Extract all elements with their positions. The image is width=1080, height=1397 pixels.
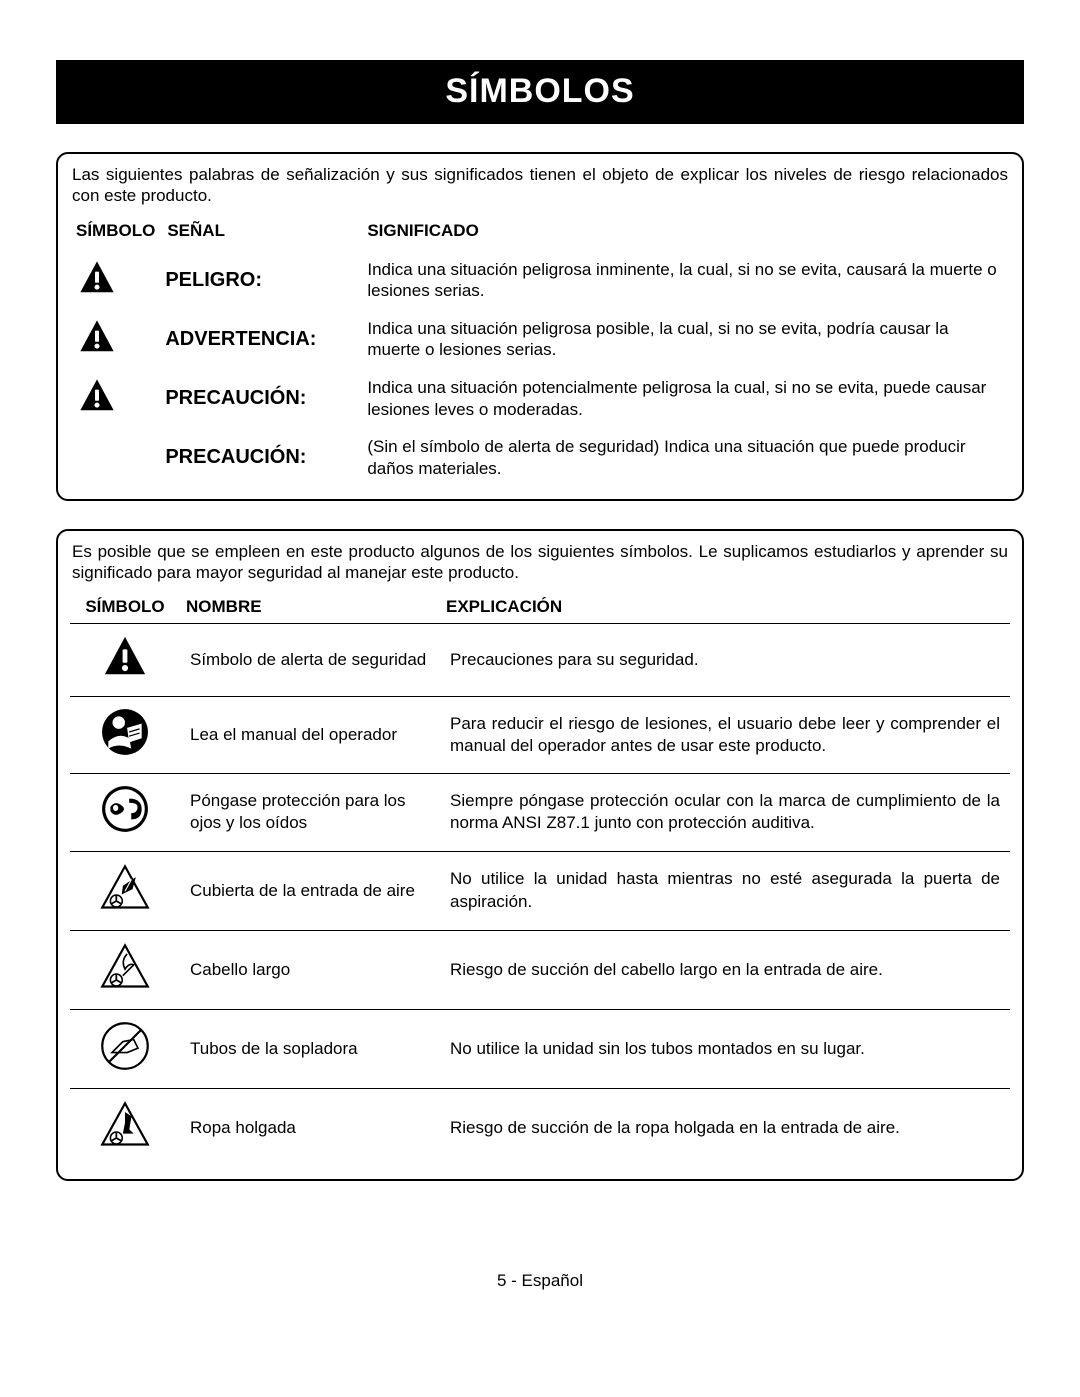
symbol-name: Ropa holgada [180,1088,440,1167]
safety-alert-icon [99,665,151,684]
signal-meaning: (Sin el símbolo de alerta de seguridad) … [361,428,1010,487]
signal-row-peligro: PELIGRO: Indica una situación peligrosa … [70,251,1010,310]
loose-clothing-icon [97,1136,153,1155]
signal-meaning: Indica una situación peligrosa posible, … [361,310,1010,369]
symbol-name: Cabello largo [180,930,440,1009]
symbol-row: Símbolo de alerta de seguridad Precaucio… [70,624,1010,697]
symbol-explanation: No utilice la unidad hasta mientras no e… [440,851,1010,930]
panel-signal-words: Las siguientes palabras de señalización … [56,152,1024,501]
symbol-row: Ropa holgada Riesgo de succión de la rop… [70,1088,1010,1167]
eye-ear-protection-icon [100,819,150,838]
long-hair-icon [97,978,153,997]
symbol-explanation: Riesgo de succión de la ropa holgada en … [440,1088,1010,1167]
header-meaning: SIGNIFICADO [361,217,1010,251]
symbol-name: Tubos de la sopladora [180,1009,440,1088]
inlet-cover-icon [97,899,153,918]
page-banner: SÍMBOLOS [56,60,1024,124]
signal-label: PELIGRO: [161,251,361,310]
header-signal: SEÑAL [161,217,361,251]
signal-label: ADVERTENCIA: [161,310,361,369]
header-symbol: SÍMBOLO [70,217,161,251]
header-explanation: EXPLICACIÓN [440,593,1010,624]
symbol-row: Cubierta de la entrada de aire No utilic… [70,851,1010,930]
signal-meaning: Indica una situación potencialmente peli… [361,369,1010,428]
symbol-row: Cabello largo Riesgo de succión del cabe… [70,930,1010,1009]
symbol-table: SÍMBOLO NOMBRE EXPLICACIÓN Símbolo de al… [70,593,1010,1167]
symbol-name: Lea el manual del operador [180,697,440,774]
blower-tubes-icon [99,1057,151,1076]
signal-meaning: Indica una situación peligrosa inminente… [361,251,1010,310]
symbol-explanation: Riesgo de succión del cabello largo en l… [440,930,1010,1009]
signal-row-advertencia: ADVERTENCIA: Indica una situación peligr… [70,310,1010,369]
symbol-explanation: Precauciones para su seguridad. [440,624,1010,697]
symbol-name: Símbolo de alerta de seguridad [180,624,440,697]
symbol-row: Tubos de la sopladora No utilice la unid… [70,1009,1010,1088]
signal-table: SÍMBOLO SEÑAL SIGNIFICADO PELIGRO: Indic… [70,217,1010,487]
symbol-explanation: Para reducir el riesgo de lesiones, el u… [440,697,1010,774]
read-manual-icon [100,742,150,761]
panel2-intro: Es posible que se empleen en este produc… [72,541,1008,584]
header-symbol: SÍMBOLO [70,593,180,624]
symbol-name: Póngase protección para los ojos y los o… [180,774,440,851]
signal-row-precaucion-noicon: PRECAUCIÓN: (Sin el símbolo de alerta de… [70,428,1010,487]
symbol-row: Póngase protección para los ojos y los o… [70,774,1010,851]
signal-label: PRECAUCIÓN: [161,428,361,487]
symbol-name: Cubierta de la entrada de aire [180,851,440,930]
signal-label: PRECAUCIÓN: [161,369,361,428]
safety-alert-icon [76,318,112,350]
symbol-explanation: No utilice la unidad sin los tubos monta… [440,1009,1010,1088]
page-footer: 5 - Español [56,1271,1024,1291]
header-name: NOMBRE [180,593,440,624]
symbol-explanation: Siempre póngase protección ocular con la… [440,774,1010,851]
symbol-row: Lea el manual del operador Para reducir … [70,697,1010,774]
safety-alert-icon [76,377,112,409]
panel-symbols: Es posible que se empleen en este produc… [56,529,1024,1181]
panel1-intro: Las siguientes palabras de señalización … [72,164,1008,207]
signal-row-precaucion: PRECAUCIÓN: Indica una situación potenci… [70,369,1010,428]
safety-alert-icon [76,259,112,291]
